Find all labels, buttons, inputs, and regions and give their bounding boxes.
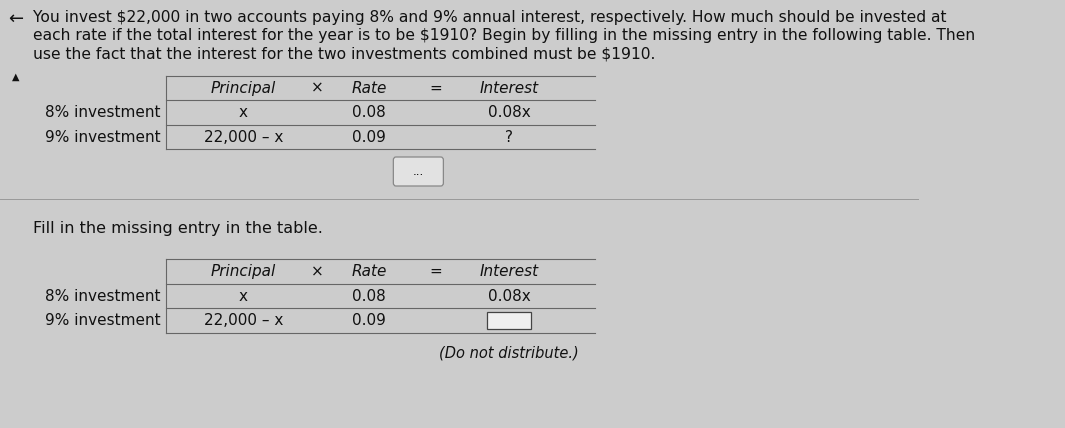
Text: ▲: ▲ [12,72,19,82]
Text: 0.08x: 0.08x [488,105,530,120]
Text: ?: ? [505,130,513,145]
Text: 0.09: 0.09 [353,313,387,328]
Text: Interest: Interest [479,81,539,96]
Text: 8% investment: 8% investment [45,289,161,304]
Text: =: = [429,81,442,96]
Text: Fill in the missing entry in the table.: Fill in the missing entry in the table. [33,222,323,237]
Text: ...: ... [413,165,424,178]
Text: x: x [239,105,248,120]
Text: 0.08: 0.08 [353,289,387,304]
Text: ←: ← [7,10,23,28]
Text: Interest: Interest [479,264,539,279]
Text: 9% investment: 9% investment [45,130,161,145]
Text: ×: × [311,264,324,279]
Text: 0.09: 0.09 [353,130,387,145]
Bar [487,312,531,329]
Text: Rate: Rate [351,81,387,96]
Text: ×: × [311,81,324,96]
Text: x: x [239,289,248,304]
FancyBboxPatch shape [393,157,443,186]
Text: 0.08x: 0.08x [488,289,530,304]
Text: 9% investment: 9% investment [45,313,161,328]
Text: Principal: Principal [211,81,276,96]
Text: You invest $22,000 in two accounts paying 8% and 9% annual interest, respectivel: You invest $22,000 in two accounts payin… [33,10,947,25]
Text: 22,000 – x: 22,000 – x [203,130,283,145]
Text: 8% investment: 8% investment [45,105,161,120]
Text: 0.08: 0.08 [353,105,387,120]
Text: (Do not distribute.): (Do not distribute.) [439,346,578,361]
Text: 22,000 – x: 22,000 – x [203,313,283,328]
Text: Principal: Principal [211,264,276,279]
Text: use the fact that the interest for the two investments combined must be $1910.: use the fact that the interest for the t… [33,47,655,62]
Text: =: = [429,264,442,279]
Text: Rate: Rate [351,264,387,279]
Text: each rate if the total interest for the year is to be $1910? Begin by filling in: each rate if the total interest for the … [33,29,976,44]
